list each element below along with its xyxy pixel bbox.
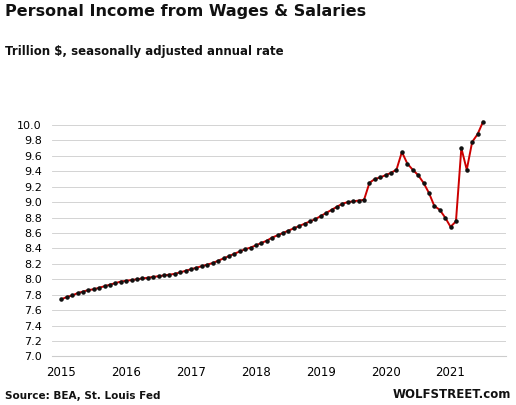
Text: Trillion $, seasonally adjusted annual rate: Trillion $, seasonally adjusted annual r… bbox=[5, 45, 284, 58]
Point bbox=[122, 277, 131, 284]
Point bbox=[236, 248, 244, 255]
Point bbox=[84, 287, 92, 293]
Point bbox=[160, 272, 168, 279]
Point bbox=[219, 255, 228, 262]
Point bbox=[138, 275, 147, 282]
Point bbox=[187, 266, 195, 273]
Point bbox=[474, 131, 482, 137]
Point bbox=[452, 218, 460, 225]
Point bbox=[117, 278, 125, 285]
Point bbox=[165, 271, 173, 278]
Point bbox=[463, 166, 471, 173]
Point bbox=[208, 260, 217, 266]
Point bbox=[392, 166, 400, 173]
Point bbox=[387, 170, 395, 176]
Point bbox=[247, 244, 255, 251]
Point bbox=[430, 203, 439, 209]
Point bbox=[414, 172, 422, 178]
Point bbox=[225, 253, 233, 259]
Point bbox=[420, 179, 428, 186]
Point bbox=[79, 288, 87, 295]
Point bbox=[214, 258, 222, 264]
Point bbox=[171, 271, 179, 277]
Point bbox=[381, 172, 390, 178]
Point bbox=[176, 269, 184, 275]
Point bbox=[198, 263, 206, 269]
Point bbox=[354, 197, 363, 204]
Point bbox=[133, 276, 141, 283]
Point bbox=[273, 232, 282, 239]
Text: WOLFSTREET.com: WOLFSTREET.com bbox=[393, 388, 511, 401]
Point bbox=[441, 214, 449, 221]
Point bbox=[311, 216, 319, 222]
Point bbox=[101, 283, 109, 290]
Point bbox=[306, 218, 314, 225]
Point bbox=[479, 119, 487, 125]
Point bbox=[284, 228, 293, 234]
Point bbox=[263, 237, 271, 244]
Point bbox=[365, 179, 374, 186]
Point bbox=[289, 225, 298, 232]
Point bbox=[468, 139, 476, 145]
Text: Source: BEA, St. Louis Fed: Source: BEA, St. Louis Fed bbox=[5, 391, 160, 401]
Point bbox=[73, 290, 82, 296]
Point bbox=[344, 199, 352, 205]
Point bbox=[457, 145, 465, 151]
Point bbox=[192, 264, 201, 271]
Point bbox=[57, 296, 66, 303]
Point bbox=[360, 196, 368, 203]
Point bbox=[349, 198, 358, 205]
Point bbox=[333, 203, 341, 210]
Point bbox=[230, 251, 238, 257]
Point bbox=[182, 268, 190, 274]
Point bbox=[446, 224, 455, 230]
Point bbox=[106, 281, 114, 288]
Point bbox=[279, 230, 287, 236]
Point bbox=[295, 223, 303, 229]
Point bbox=[127, 277, 136, 283]
Text: Personal Income from Wages & Salaries: Personal Income from Wages & Salaries bbox=[5, 4, 366, 19]
Point bbox=[300, 220, 309, 227]
Point bbox=[436, 207, 444, 213]
Point bbox=[252, 242, 260, 249]
Point bbox=[241, 246, 249, 252]
Point bbox=[257, 240, 265, 246]
Point bbox=[425, 190, 433, 196]
Point bbox=[370, 176, 379, 182]
Point bbox=[95, 284, 103, 291]
Point bbox=[398, 149, 406, 155]
Point bbox=[68, 292, 76, 299]
Point bbox=[376, 174, 384, 181]
Point bbox=[403, 160, 411, 167]
Point bbox=[143, 275, 152, 281]
Point bbox=[338, 200, 347, 207]
Point bbox=[409, 166, 417, 173]
Point bbox=[154, 273, 163, 279]
Point bbox=[203, 261, 212, 268]
Point bbox=[62, 294, 71, 300]
Point bbox=[90, 286, 98, 292]
Point bbox=[268, 234, 276, 241]
Point bbox=[322, 210, 330, 216]
Point bbox=[111, 280, 120, 286]
Point bbox=[328, 207, 336, 213]
Point bbox=[149, 274, 157, 280]
Point bbox=[317, 213, 325, 219]
